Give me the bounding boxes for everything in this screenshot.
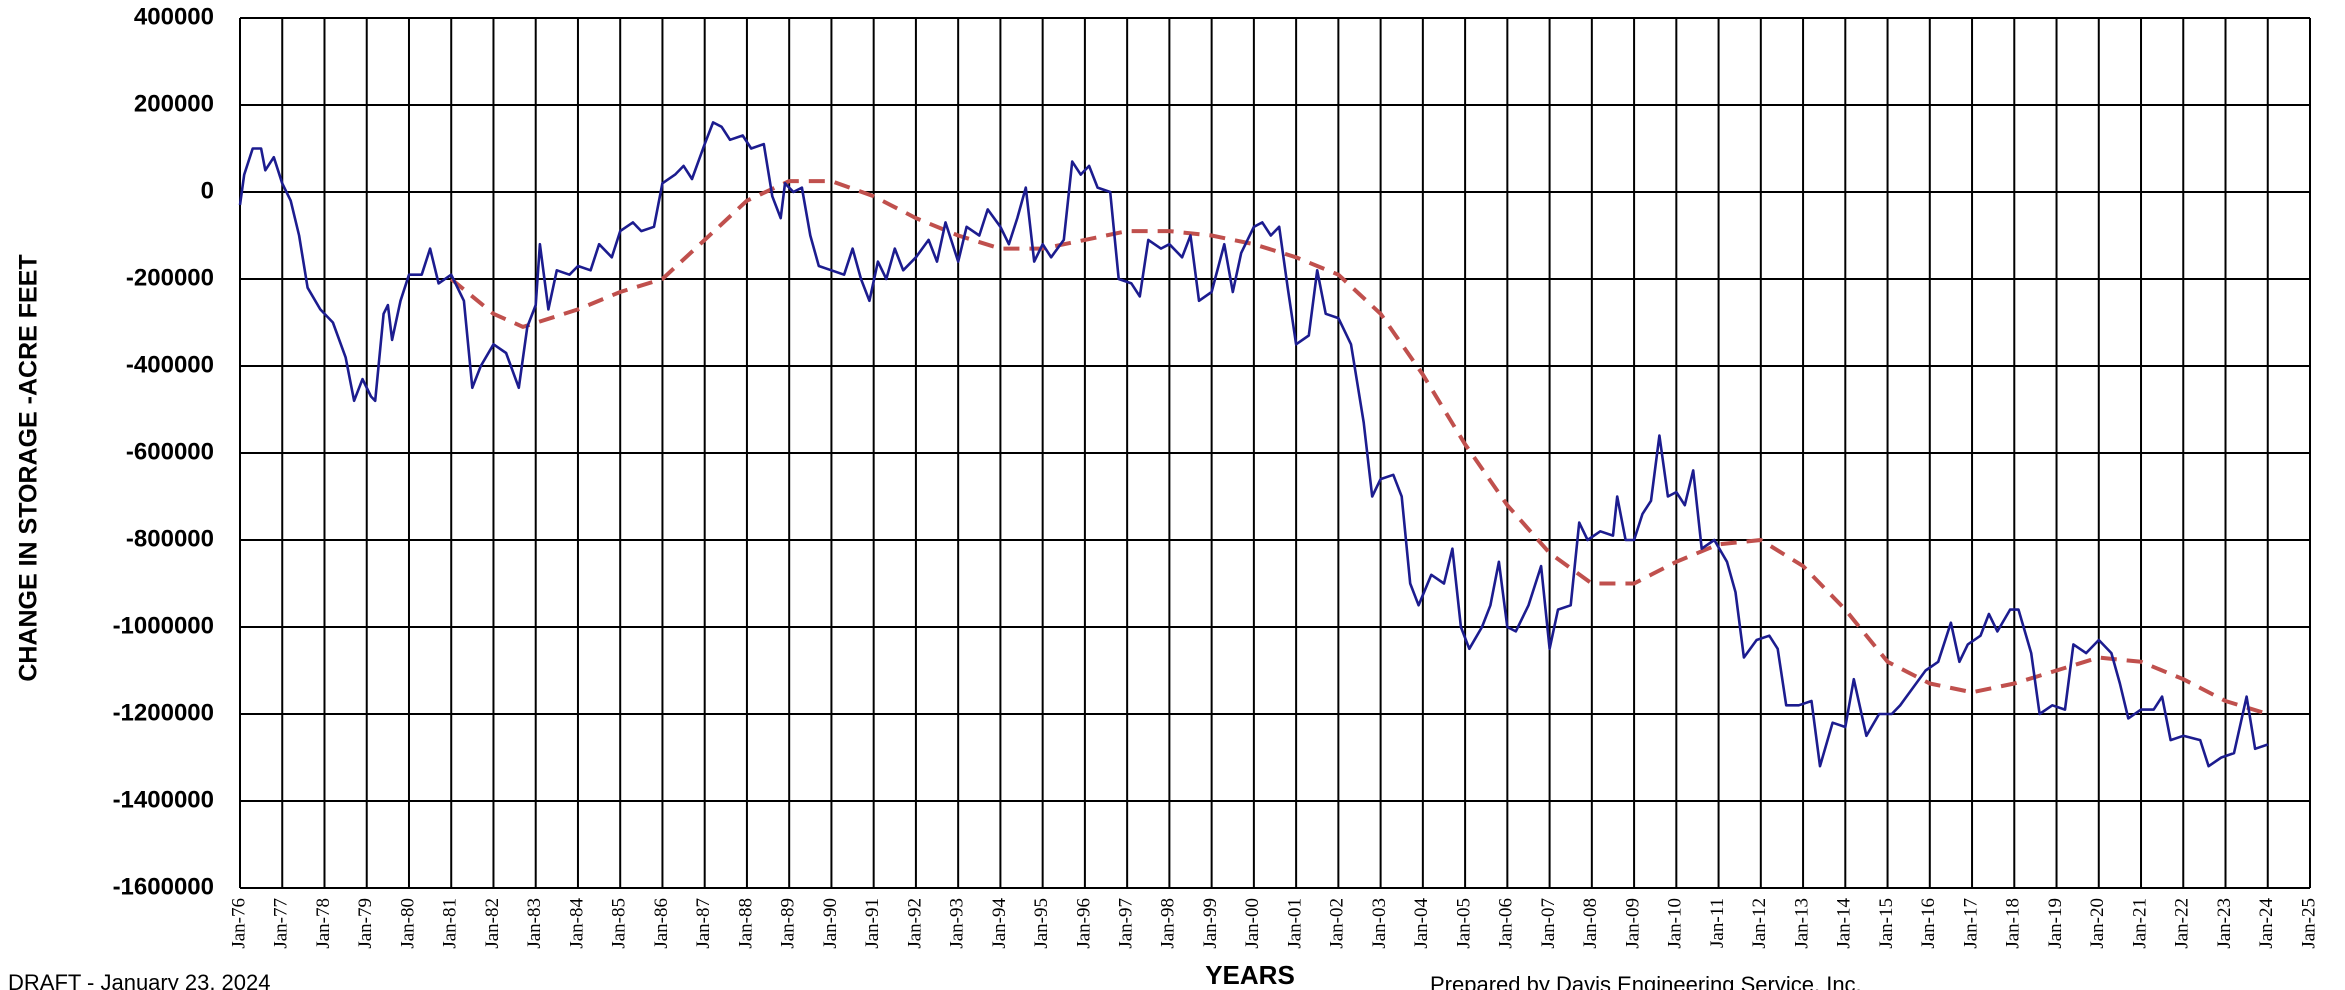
- x-tick-label: Jan-19: [2045, 898, 2066, 949]
- x-tick-label: Jan-24: [2256, 898, 2277, 949]
- x-tick-label: Jan-15: [1876, 898, 1897, 949]
- x-tick-label: Jan-99: [1200, 898, 1221, 949]
- x-tick-label: Jan-09: [1622, 898, 1643, 949]
- x-tick-label: Jan-00: [1242, 898, 1263, 949]
- x-tick-label: Jan-06: [1496, 898, 1517, 949]
- x-tick-label: Jan-90: [820, 898, 841, 949]
- trend-line: [449, 179, 2269, 716]
- x-tick-label: Jan-11: [1707, 898, 1728, 948]
- y-tick-label: -200000: [126, 264, 214, 291]
- x-tick-label: Jan-01: [1284, 898, 1305, 949]
- y-tick-label: -1000000: [113, 612, 214, 639]
- x-tick-label: Jan-81: [440, 898, 461, 949]
- y-tick-label: 200000: [134, 90, 214, 117]
- y-tick-label: 400000: [134, 3, 214, 30]
- x-tick-label: Jan-21: [2129, 898, 2150, 949]
- x-tick-label: Jan-91: [862, 898, 883, 949]
- x-tick-label: Jan-92: [904, 898, 925, 949]
- draft-note: DRAFT - January 23, 2024: [8, 970, 271, 990]
- x-tick-label: Jan-18: [2003, 898, 2024, 949]
- x-tick-label: Jan-78: [313, 898, 334, 949]
- x-tick-label: Jan-07: [1538, 898, 1559, 949]
- x-tick-label: Jan-05: [1453, 898, 1474, 949]
- x-tick-label: Jan-13: [1791, 898, 1812, 949]
- x-tick-label: Jan-14: [1834, 898, 1855, 949]
- credit-note: Prepared by Davis Engineering Service, I…: [1430, 972, 1862, 990]
- x-tick-label: Jan-79: [355, 898, 376, 949]
- x-tick-label: Jan-80: [397, 898, 418, 949]
- x-tick-label: Jan-04: [1411, 898, 1432, 949]
- x-tick-label: Jan-03: [1369, 898, 1390, 949]
- x-tick-label: Jan-16: [1918, 898, 1939, 949]
- x-tick-label: Jan-76: [228, 898, 249, 949]
- y-tick-label: -600000: [126, 438, 214, 465]
- x-tick-label: Jan-94: [989, 898, 1010, 949]
- y-tick-label: 0: [201, 177, 214, 204]
- x-tick-label: Jan-08: [1580, 898, 1601, 949]
- x-tick-label: Jan-77: [271, 898, 292, 949]
- x-tick-label: Jan-02: [1327, 898, 1348, 949]
- storage-line: [238, 121, 2269, 768]
- x-tick-label: Jan-17: [1960, 898, 1981, 949]
- y-tick-label: -1400000: [113, 786, 214, 813]
- x-tick-label: Jan-23: [2214, 898, 2235, 949]
- x-tick-label: Jan-22: [2172, 898, 2193, 949]
- x-tick-label: Jan-85: [609, 898, 630, 949]
- x-tick-label: Jan-25: [2298, 898, 2319, 949]
- x-tick-label: Jan-10: [1665, 898, 1686, 949]
- x-tick-label: Jan-96: [1073, 898, 1094, 949]
- y-tick-label: -400000: [126, 351, 214, 378]
- x-tick-label: Jan-12: [1749, 898, 1770, 949]
- x-tick-label: Jan-98: [1158, 898, 1179, 949]
- x-tick-label: Jan-86: [651, 898, 672, 949]
- x-tick-label: Jan-87: [693, 898, 714, 949]
- x-tick-label: Jan-93: [947, 898, 968, 949]
- x-tick-label: Jan-83: [524, 898, 545, 949]
- x-tick-label: Jan-82: [482, 898, 503, 949]
- x-tick-label: Jan-89: [778, 898, 799, 949]
- x-axis-label: YEARS: [1205, 960, 1295, 990]
- y-tick-label: -1600000: [113, 873, 214, 900]
- y-axis-label: CHANGE IN STORAGE -ACRE FEET: [15, 254, 43, 681]
- x-tick-label: Jan-97: [1116, 898, 1137, 949]
- x-tick-label: Jan-88: [735, 898, 756, 949]
- x-tick-label: Jan-84: [566, 898, 587, 949]
- x-tick-label: Jan-20: [2087, 898, 2108, 949]
- x-tick-label: Jan-95: [1031, 898, 1052, 949]
- y-tick-label: -800000: [126, 525, 214, 552]
- y-tick-label: -1200000: [113, 699, 214, 726]
